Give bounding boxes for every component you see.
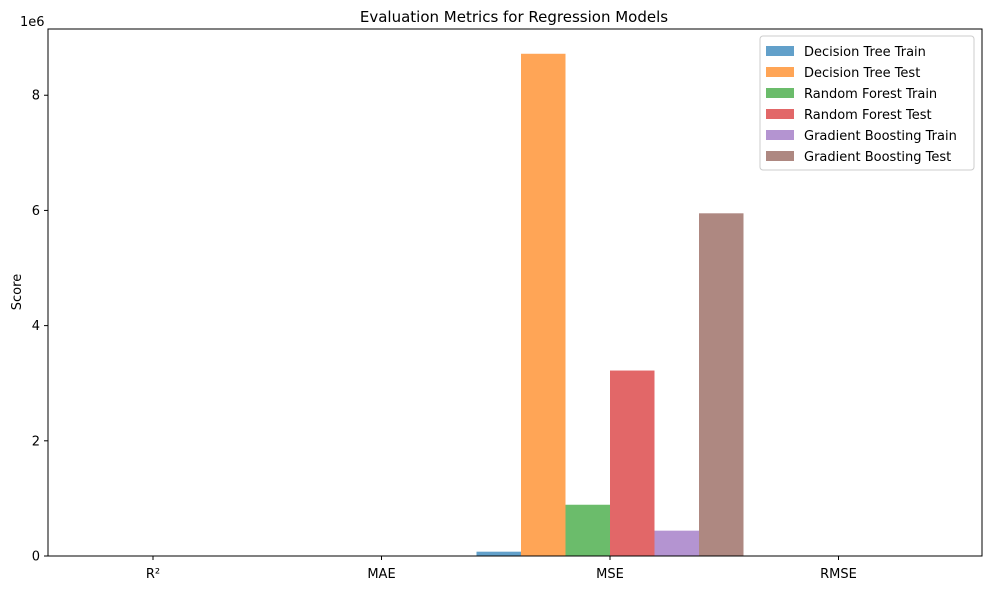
legend-label-gradient-boosting-train: Gradient Boosting Train (804, 129, 957, 144)
legend-swatch-random-forest-test (766, 109, 794, 119)
legend-label-gradient-boosting-test: Gradient Boosting Test (804, 150, 951, 165)
x-tick-label: RMSE (820, 567, 857, 582)
x-tick-label: MAE (367, 567, 395, 582)
legend-swatch-gradient-boosting-test (766, 151, 794, 161)
legend: Decision Tree Train Decision Tree Test Ran… (760, 36, 974, 170)
bar-random-forest-test-mse (610, 371, 655, 556)
bar-random-forest-train-mse (566, 505, 611, 556)
y-tick-label: 4 (32, 319, 40, 334)
bar-decision-tree-train-mse (477, 552, 522, 556)
bar-gradient-boosting-test-mse (699, 213, 744, 556)
legend-swatch-gradient-boosting-train (766, 130, 794, 140)
chart-title: Evaluation Metrics for Regression Models (360, 8, 668, 26)
y-tick-label: 8 (32, 89, 40, 104)
legend-label-decision-tree-train: Decision Tree Train (804, 45, 926, 60)
y-axis-label: Score (10, 274, 25, 310)
legend-swatch-decision-tree-test (766, 67, 794, 77)
legend-swatch-decision-tree-train (766, 46, 794, 56)
legend-label-random-forest-train: Random Forest Train (804, 87, 937, 102)
x-tick-label: MSE (596, 567, 624, 582)
legend-label-random-forest-test: Random Forest Test (804, 108, 932, 123)
legend-swatch-random-forest-train (766, 88, 794, 98)
y-tick-label: 6 (32, 204, 40, 219)
x-tick-label: R² (146, 567, 160, 582)
bar-gradient-boosting-train-mse (655, 531, 700, 556)
y-tick-label: 0 (32, 550, 40, 565)
bar-decision-tree-test-mse (521, 54, 566, 556)
y-axis-offset-text: 1e6 (20, 15, 45, 30)
y-tick-label: 2 (32, 434, 40, 449)
legend-label-decision-tree-test: Decision Tree Test (804, 66, 920, 81)
